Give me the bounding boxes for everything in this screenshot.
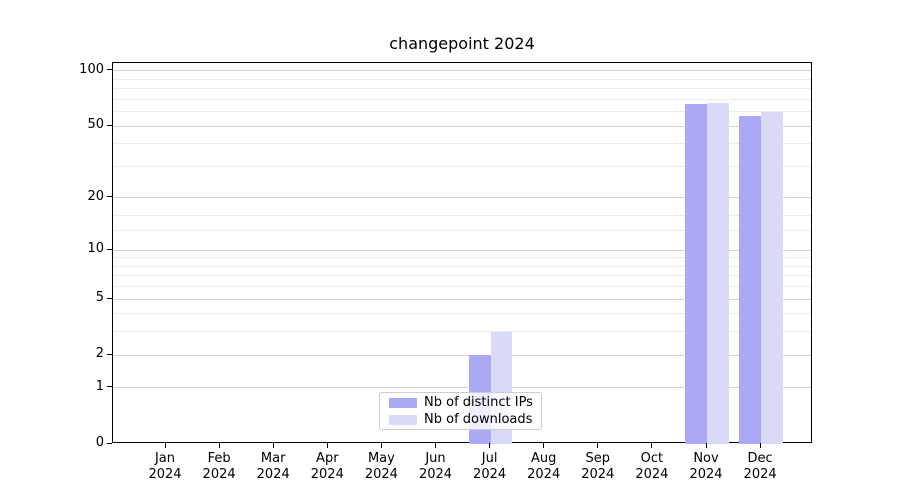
legend-label-downloads: Nb of downloads: [424, 411, 533, 427]
x-tick-mark: [651, 443, 653, 448]
gridline-major: [113, 125, 811, 127]
legend-entry-downloads: Nb of downloads: [389, 411, 541, 427]
x-tick-mark: [435, 443, 436, 448]
y-tick-mark: [107, 442, 112, 444]
gridline-minor: [113, 214, 811, 216]
y-tick-label: 1: [95, 378, 104, 394]
x-tick-label-line: 2024: [743, 467, 777, 482]
x-tick-mark: [705, 443, 707, 448]
x-tick-label-line: Jun: [425, 451, 446, 466]
x-tick-label-line: Oct: [640, 451, 664, 466]
gridline-minor: [113, 331, 811, 333]
gridline-major: [113, 70, 811, 72]
x-tick-label-line: 2024: [310, 467, 344, 482]
x-tick-label-line: 2024: [473, 467, 507, 482]
x-tick-label-line: 2024: [256, 467, 290, 482]
x-tick-mark: [759, 443, 761, 448]
legend-entry-distinct-ips: Nb of distinct IPs: [389, 394, 541, 410]
plot-area: Nb of distinct IPs Nb of downloads: [112, 62, 812, 444]
x-tick-label-line: Aug: [530, 451, 557, 466]
y-tick-mark: [107, 248, 112, 250]
legend: Nb of distinct IPs Nb of downloads: [379, 392, 542, 430]
x-tick-label-line: 2024: [527, 467, 561, 482]
x-tick-label-line: 2024: [418, 467, 453, 482]
x-tick-mark: [380, 443, 382, 448]
y-tick-mark: [107, 386, 112, 388]
legend-label-distinct-ips: Nb of distinct IPs: [424, 394, 533, 410]
x-tick-label: Mar 2024: [241, 451, 305, 483]
x-tick-label: Feb 2024: [187, 451, 251, 483]
x-tick-mark: [597, 443, 599, 448]
y-tick-mark: [107, 297, 112, 299]
x-tick-label: Jun 2024: [404, 451, 468, 483]
y-tick-label: 2: [95, 346, 104, 362]
x-tick-label: Dec 2024: [728, 451, 792, 483]
x-tick-label: Oct 2024: [620, 451, 684, 483]
gridline-minor: [113, 265, 811, 267]
x-tick-label: Apr 2024: [295, 451, 359, 483]
y-tick-mark: [107, 353, 112, 355]
x-tick-label-line: 2024: [635, 467, 669, 482]
bar-nb-of-downloads-10: [707, 102, 729, 444]
x-tick-label-line: 2024: [148, 467, 182, 482]
x-tick-label: Jul 2024: [458, 451, 522, 483]
x-tick-mark: [218, 443, 220, 448]
x-tick-label-line: Dec: [747, 451, 773, 466]
x-tick-mark: [326, 443, 328, 448]
x-tick-mark: [272, 443, 274, 448]
y-tick-label: 100: [79, 61, 104, 77]
gridline-minor: [113, 165, 811, 167]
x-tick-label-line: 2024: [689, 467, 723, 482]
x-tick-label-line: 2024: [364, 467, 398, 482]
gridline-major: [113, 197, 811, 199]
x-tick-label-line: 2024: [581, 467, 615, 482]
x-tick-label-line: Feb: [207, 451, 231, 466]
y-tick-label: 50: [87, 117, 104, 133]
gridline-major: [113, 354, 811, 356]
y-tick-label: 0: [95, 435, 104, 450]
gridline-minor: [113, 286, 811, 288]
gridline-major: [113, 387, 811, 389]
bar-nb-of-distinct-ips-11: [739, 115, 762, 444]
gridline-minor: [113, 88, 811, 90]
bar-nb-of-distinct-ips-10: [685, 104, 707, 444]
x-tick-label: Sep 2024: [566, 451, 630, 483]
x-tick-mark: [164, 443, 166, 448]
y-tick-label: 10: [87, 241, 104, 257]
gridline-minor: [113, 98, 811, 100]
legend-swatch-distinct-ips-icon: [389, 397, 417, 408]
x-tick-label-line: Mar: [260, 451, 286, 466]
gridline-major: [113, 298, 811, 300]
x-tick-label-line: Nov: [693, 451, 719, 466]
x-tick-label-line: May: [367, 451, 395, 466]
chart-title: changepoint 2024: [389, 34, 535, 53]
y-tick-label: 5: [95, 290, 104, 306]
bar-nb-of-downloads-11: [761, 111, 783, 444]
y-tick-mark: [107, 69, 112, 71]
gridline-minor: [113, 257, 811, 259]
x-tick-label-line: Sep: [585, 451, 611, 466]
gridline-minor: [113, 313, 811, 315]
gridline-minor: [113, 230, 811, 232]
x-tick-label-line: Apr: [316, 451, 339, 466]
gridline-minor: [113, 111, 811, 113]
x-tick-label: Nov 2024: [674, 451, 738, 483]
x-tick-mark: [543, 443, 545, 448]
x-tick-label: Aug 2024: [512, 451, 576, 483]
y-tick-label: 20: [87, 188, 104, 204]
gridline-major: [113, 249, 811, 251]
x-tick-label: May 2024: [349, 451, 413, 483]
x-tick-label-line: Jul: [481, 451, 498, 466]
x-tick-label-line: Jan: [154, 451, 176, 466]
gridline-minor: [113, 275, 811, 277]
gridline-minor: [113, 143, 811, 145]
x-tick-label: Jan 2024: [133, 451, 197, 483]
y-tick-mark: [107, 124, 112, 126]
x-tick-mark: [489, 443, 491, 448]
gridline-minor: [113, 78, 811, 80]
legend-swatch-downloads-icon: [389, 414, 417, 425]
x-tick-label-line: 2024: [202, 467, 236, 482]
y-tick-mark: [107, 196, 112, 198]
